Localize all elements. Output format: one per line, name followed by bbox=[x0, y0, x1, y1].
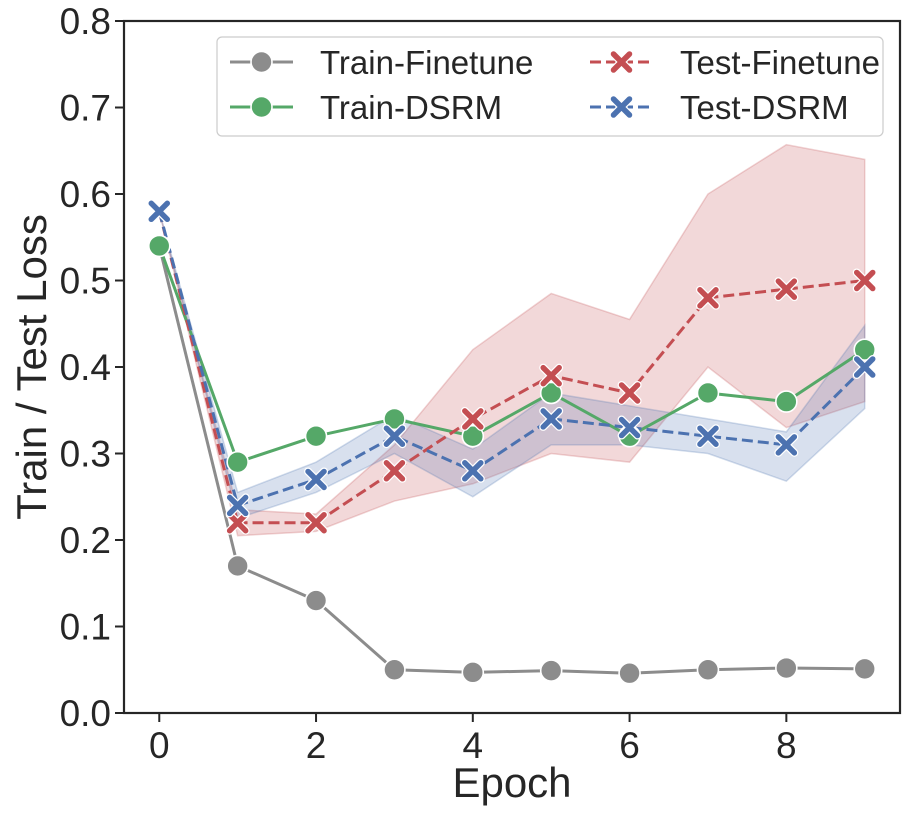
y-tick-label: 0.0 bbox=[60, 693, 111, 734]
legend-label: Train-DSRM bbox=[320, 89, 502, 126]
line-train-dsrm bbox=[157, 245, 866, 464]
point-train-finetune bbox=[853, 657, 877, 681]
point-test-finetune bbox=[304, 510, 329, 535]
point-test-dsrm bbox=[695, 424, 720, 449]
y-tick-label: 0.8 bbox=[60, 1, 111, 42]
point-train-dsrm bbox=[147, 234, 171, 258]
point-test-finetune bbox=[852, 268, 877, 293]
point-test-finetune bbox=[382, 458, 407, 483]
series-markers bbox=[147, 199, 877, 685]
legend-entry-test-dsrm: Test-DSRM bbox=[590, 89, 849, 126]
point-test-finetune bbox=[695, 285, 720, 310]
legend-box bbox=[216, 36, 884, 137]
point-test-dsrm bbox=[460, 458, 485, 483]
point-test-dsrm bbox=[852, 355, 877, 379]
y-tick-label: 0.7 bbox=[60, 88, 111, 129]
point-train-finetune bbox=[618, 661, 641, 685]
point-test-dsrm bbox=[539, 406, 564, 431]
legend-label: Test-Finetune bbox=[680, 44, 880, 81]
point-train-dsrm bbox=[461, 424, 485, 448]
x-axis-label: Epoch bbox=[452, 759, 571, 806]
y-tick-label: 0.6 bbox=[60, 174, 111, 215]
y-tick-label: 0.5 bbox=[60, 261, 111, 302]
point-train-finetune bbox=[461, 661, 485, 684]
point-train-finetune bbox=[775, 656, 798, 680]
point-test-finetune bbox=[539, 363, 564, 388]
legend-entry-train-finetune: Train-Finetune bbox=[230, 44, 533, 81]
point-train-finetune bbox=[539, 659, 563, 682]
point-test-finetune bbox=[617, 380, 642, 405]
point-train-dsrm bbox=[853, 338, 877, 362]
point-test-dsrm bbox=[617, 415, 642, 440]
point-test-dsrm bbox=[304, 467, 329, 492]
legend-entry-train-dsrm: Train-DSRM bbox=[230, 89, 502, 126]
legend-marker bbox=[609, 95, 634, 119]
point-test-finetune bbox=[774, 277, 799, 302]
point-train-finetune bbox=[383, 658, 406, 682]
x-tick-label: 2 bbox=[306, 725, 327, 766]
y-tick-label: 0.1 bbox=[60, 607, 111, 648]
line-train-finetune bbox=[157, 245, 865, 675]
y-tick-label: 0.3 bbox=[60, 434, 111, 475]
line-test-finetune bbox=[157, 210, 865, 525]
point-train-dsrm bbox=[304, 424, 328, 448]
legend-entry-test-finetune: Test-Finetune bbox=[590, 44, 880, 81]
legend-label: Train-Finetune bbox=[320, 44, 533, 81]
x-tick-label: 0 bbox=[149, 725, 170, 766]
point-train-dsrm bbox=[383, 407, 406, 431]
point-test-finetune bbox=[460, 406, 485, 431]
band-test-finetune bbox=[158, 143, 866, 537]
point-test-dsrm bbox=[382, 424, 407, 449]
y-tick-label: 0.4 bbox=[60, 347, 111, 388]
x-axis-ticks: 0 2 4 6 8 bbox=[149, 713, 797, 766]
point-train-dsrm bbox=[775, 390, 798, 413]
point-test-dsrm bbox=[774, 432, 799, 457]
point-train-dsrm bbox=[696, 381, 720, 405]
x-tick-label: 4 bbox=[463, 725, 484, 766]
y-tick-label: 0.2 bbox=[60, 520, 111, 561]
point-train-dsrm bbox=[539, 381, 563, 405]
legend: Train-Finetune Train-DSRM Test-Finetune Tes… bbox=[216, 36, 884, 137]
line-test-dsrm bbox=[157, 210, 866, 507]
series-lines bbox=[157, 210, 866, 675]
confidence-bands bbox=[158, 143, 866, 537]
point-train-dsrm bbox=[226, 450, 249, 474]
legend-marker bbox=[250, 95, 273, 119]
point-test-finetune bbox=[225, 510, 250, 535]
point-train-finetune bbox=[696, 658, 720, 682]
y-axis-label: Train / Test Loss bbox=[8, 214, 55, 520]
legend-marker bbox=[609, 50, 634, 74]
legend-marker bbox=[250, 50, 273, 74]
y-axis-ticks: 0.0 0.1 0.2 0.3 0.4 0.5 0.6 0.7 0.8 bbox=[60, 1, 124, 734]
x-tick-label: 6 bbox=[619, 725, 640, 766]
point-test-dsrm bbox=[147, 199, 172, 224]
point-train-finetune bbox=[304, 589, 328, 612]
x-tick-label: 8 bbox=[776, 725, 797, 766]
point-train-finetune bbox=[226, 554, 249, 578]
legend-label: Test-DSRM bbox=[680, 89, 849, 126]
point-test-dsrm bbox=[225, 493, 250, 518]
